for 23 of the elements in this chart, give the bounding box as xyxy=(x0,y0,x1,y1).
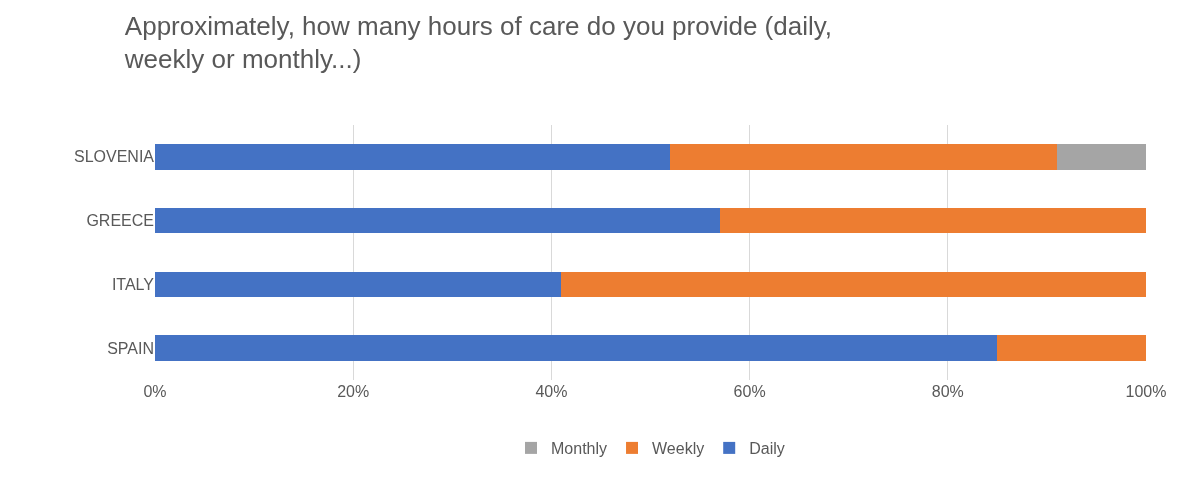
y-tick-label: SLOVENIA xyxy=(73,148,155,166)
x-tick-label: 0% xyxy=(143,383,167,400)
bar xyxy=(1056,144,1146,170)
x-tick-label: 40% xyxy=(535,383,568,400)
x-tick-label: 60% xyxy=(733,383,766,400)
y-tick-label: SPAIN xyxy=(107,339,154,357)
bar xyxy=(997,335,1146,361)
bar xyxy=(670,144,1057,170)
x-tick-label: 20% xyxy=(337,383,370,400)
y-tick-label: ITALY xyxy=(111,275,155,293)
bar xyxy=(719,207,1146,234)
bar xyxy=(561,271,1146,298)
legend-label: Monthly xyxy=(551,440,608,458)
legend-label: Weekly xyxy=(652,440,705,458)
bar xyxy=(155,144,671,170)
x-tick-label: 80% xyxy=(931,383,964,400)
bar xyxy=(155,335,998,361)
chart-title: Approximately, how many hours of care do you provide (daily, weekly or monthly...) xyxy=(123,10,832,75)
y-tick-label: GREECE xyxy=(86,212,154,230)
bar xyxy=(155,207,720,234)
bar xyxy=(155,271,562,298)
legend-label: Daily xyxy=(749,440,785,458)
x-tick-label: 100% xyxy=(1125,383,1167,400)
